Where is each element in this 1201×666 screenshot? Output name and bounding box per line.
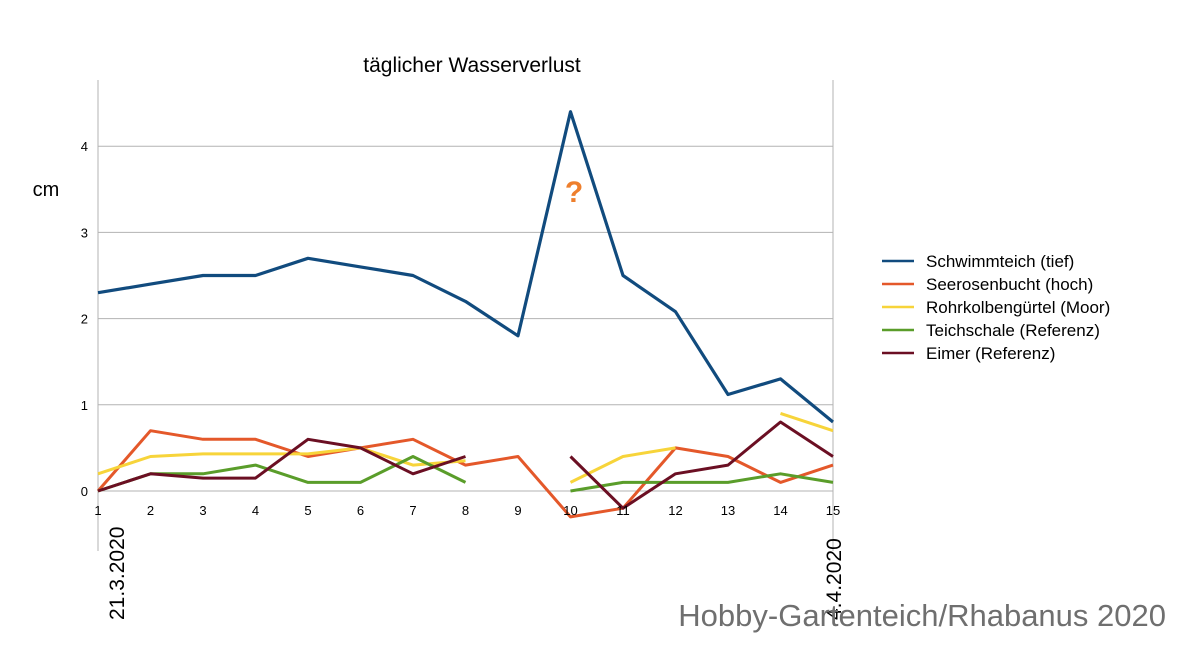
legend-label: Schwimmteich (tief) — [926, 252, 1074, 271]
series-segment — [780, 411, 834, 433]
y-tick-label: 4 — [81, 139, 88, 154]
series-lines — [96, 110, 835, 519]
legend: Schwimmteich (tief) Seerosenbucht (hoch) R… — [882, 252, 1110, 363]
series-line-1 — [97, 110, 835, 424]
y-axis-unit-label: cm — [33, 179, 60, 201]
y-tick-label: 1 — [81, 398, 88, 413]
start-date-label: 21.3.2020 — [106, 527, 129, 620]
x-tick-label: 7 — [409, 503, 416, 518]
series-segment — [97, 437, 466, 493]
x-tick-label: 8 — [462, 503, 469, 518]
x-tick-label: 5 — [304, 503, 311, 518]
x-tick-label: 13 — [721, 503, 735, 518]
legend-label: Teichschale (Referenz) — [926, 321, 1100, 340]
x-tick-label: 2 — [147, 503, 154, 518]
series-line-2 — [96, 429, 834, 519]
series-line-5 — [97, 420, 834, 510]
x-tick-label: 1 — [94, 503, 101, 518]
watermark: Hobby-Gartenteich/Rhabanus 2020 — [678, 598, 1166, 633]
chart-title: täglicher Wasserverlust — [363, 54, 581, 77]
y-tick-label: 0 — [81, 484, 88, 499]
series-segment — [97, 110, 835, 424]
legend-label: Seerosenbucht (hoch) — [926, 275, 1093, 294]
x-tick-label: 3 — [199, 503, 206, 518]
legend-label: Rohrkolbengürtel (Moor) — [926, 298, 1110, 317]
x-tick-label: 14 — [773, 503, 787, 518]
question-mark-annotation: ? — [565, 176, 583, 209]
axes — [97, 80, 834, 551]
x-tick-label: 4 — [252, 503, 259, 518]
legend-label: Eimer (Referenz) — [926, 344, 1055, 363]
y-tick-label: 3 — [81, 225, 88, 240]
x-tick-label: 10 — [563, 503, 577, 518]
x-tick-label: 6 — [357, 503, 364, 518]
series-segment — [570, 472, 834, 493]
end-date-label: 4.4.2020 — [823, 538, 846, 620]
x-tick-label: 12 — [668, 503, 682, 518]
x-tick-label: 15 — [826, 503, 840, 518]
x-tick-label: 9 — [514, 503, 521, 518]
grid-lines — [98, 145, 833, 406]
series-segment — [569, 420, 834, 510]
series-segment — [97, 446, 466, 476]
y-tick-label: 2 — [81, 312, 88, 327]
series-segment — [96, 429, 834, 519]
x-tick-label: 11 — [616, 503, 630, 518]
